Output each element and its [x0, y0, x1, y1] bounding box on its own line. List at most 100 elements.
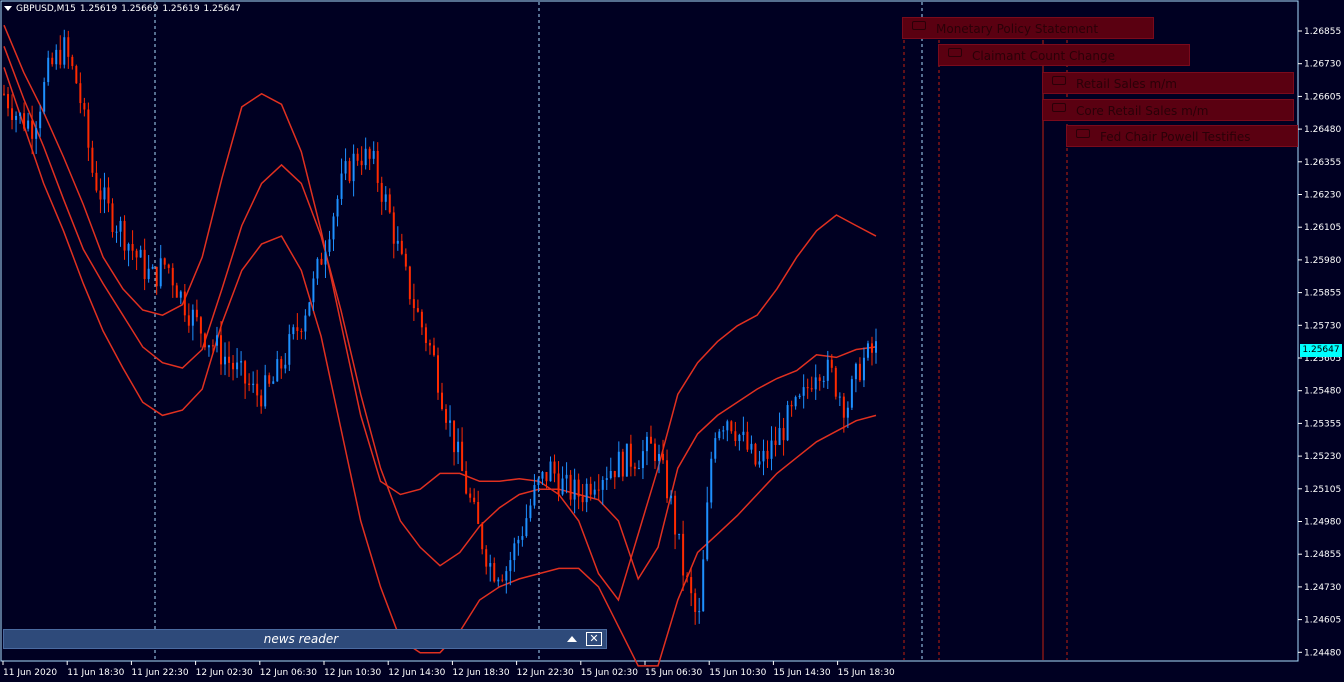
candle-body: [151, 266, 154, 269]
candle-body: [585, 483, 588, 503]
candle-body: [481, 523, 484, 550]
candle-body: [750, 443, 753, 450]
candle-body: [340, 173, 343, 199]
candle-body: [432, 345, 435, 356]
candle-body: [420, 311, 423, 328]
news-event-retail-sales[interactable]: Retail Sales m/m: [1042, 72, 1294, 94]
candle-body: [537, 478, 540, 486]
candle-body: [155, 266, 158, 287]
candle-body: [143, 249, 146, 280]
price-tick-label: 1.24855: [1304, 550, 1341, 560]
candle-body: [501, 579, 504, 581]
candle-body: [473, 497, 476, 502]
candle-body: [822, 380, 825, 382]
day-separators: [154, 2, 923, 660]
price-tick-label: 1.25980: [1304, 256, 1341, 266]
chart-frame: [0, 0, 1299, 662]
candle-body: [862, 357, 865, 381]
candle-body: [569, 474, 572, 500]
candle-body: [260, 395, 263, 407]
candle-body: [304, 315, 307, 332]
candle-body: [609, 470, 612, 479]
candle-body: [453, 420, 456, 453]
open-value: 1.25619: [79, 4, 118, 14]
time-tick-label: 15 Jun 18:30: [838, 668, 895, 678]
candle-body: [674, 495, 677, 535]
chart-header: GBPUSD,M15 1.25619 1.25669 1.25619 1.25647: [4, 2, 245, 16]
candle-body: [794, 397, 797, 407]
candle-body: [408, 266, 411, 300]
news-event-monetary-policy[interactable]: Monetary Policy Statement: [902, 17, 1154, 39]
candle-body: [236, 362, 239, 370]
price-tick-label: 1.24605: [1304, 616, 1341, 626]
candle-body: [244, 361, 247, 384]
price-tick-label: 1.25855: [1304, 289, 1341, 299]
candle-body: [332, 216, 335, 240]
candle-body: [424, 327, 427, 343]
time-tick-label: 11 Jun 18:30: [67, 668, 124, 678]
news-reader-bar[interactable]: news reader ✕: [3, 629, 607, 649]
news-event-powell-testifies[interactable]: Fed Chair Powell Testifies: [1066, 125, 1298, 147]
price-axis: 1.26855 1.26730 1.26605 1.26480 1.26355 1.262…: [1298, 27, 1341, 658]
candle-body: [83, 103, 86, 110]
candle-body: [589, 483, 592, 495]
candle-body: [541, 471, 544, 479]
candles: [3, 29, 877, 625]
candle-body: [525, 518, 528, 537]
candle-body: [256, 383, 259, 396]
candle-body: [441, 392, 444, 410]
candle-body: [63, 37, 66, 65]
symbol-label: GBPUSD,M15: [16, 4, 76, 14]
candle-body: [252, 383, 255, 385]
candle-body: [577, 479, 580, 497]
candle-body: [280, 359, 283, 369]
candle-body: [3, 93, 5, 95]
close-icon[interactable]: ✕: [586, 632, 602, 646]
candle-body: [641, 451, 644, 469]
candle-body: [726, 421, 729, 431]
candle-body: [183, 291, 186, 316]
candle-body: [754, 443, 757, 465]
close-value: 1.25647: [203, 4, 241, 14]
candle-body: [107, 187, 110, 204]
news-event-core-retail-sales[interactable]: Core Retail Sales m/m: [1042, 99, 1294, 121]
candle-body: [698, 611, 701, 613]
candle-body: [866, 343, 869, 358]
price-tick-label: 1.25105: [1304, 485, 1341, 495]
candle-body: [782, 428, 785, 441]
collapse-triangle-icon[interactable]: [4, 6, 12, 11]
candle-body: [601, 479, 604, 490]
news-icon: [1052, 103, 1066, 112]
candle-body: [670, 495, 673, 499]
candle-body: [613, 470, 616, 478]
candle-body: [264, 375, 267, 407]
candle-body: [690, 577, 693, 594]
candle-body: [842, 396, 845, 418]
candle-body: [368, 148, 371, 159]
candle-body: [682, 533, 685, 576]
news-event-claimant-count[interactable]: Claimant Count Change: [938, 44, 1190, 66]
candle-body: [798, 395, 801, 398]
candle-body: [320, 258, 323, 265]
candle-body: [870, 343, 873, 353]
candle-body: [505, 571, 508, 581]
candle-body: [802, 387, 805, 396]
price-tick-label: 1.26230: [1304, 191, 1341, 201]
candle-body: [27, 120, 30, 129]
candle-body: [99, 190, 102, 200]
candle-body: [207, 345, 210, 348]
candle-body: [742, 431, 745, 436]
candle-body: [115, 231, 118, 233]
candle-body: [404, 253, 407, 267]
price-tick-label: 1.24730: [1304, 583, 1341, 593]
expand-up-icon[interactable]: [564, 632, 580, 646]
candle-body: [449, 420, 452, 423]
price-tick-label: 1.25230: [1304, 452, 1341, 462]
time-tick-label: 15 Jun 14:30: [773, 668, 830, 678]
candle-body: [364, 148, 367, 166]
candle-body: [380, 182, 383, 202]
candle-body: [461, 441, 464, 471]
candle-body: [436, 355, 439, 393]
candle-body: [557, 473, 560, 495]
